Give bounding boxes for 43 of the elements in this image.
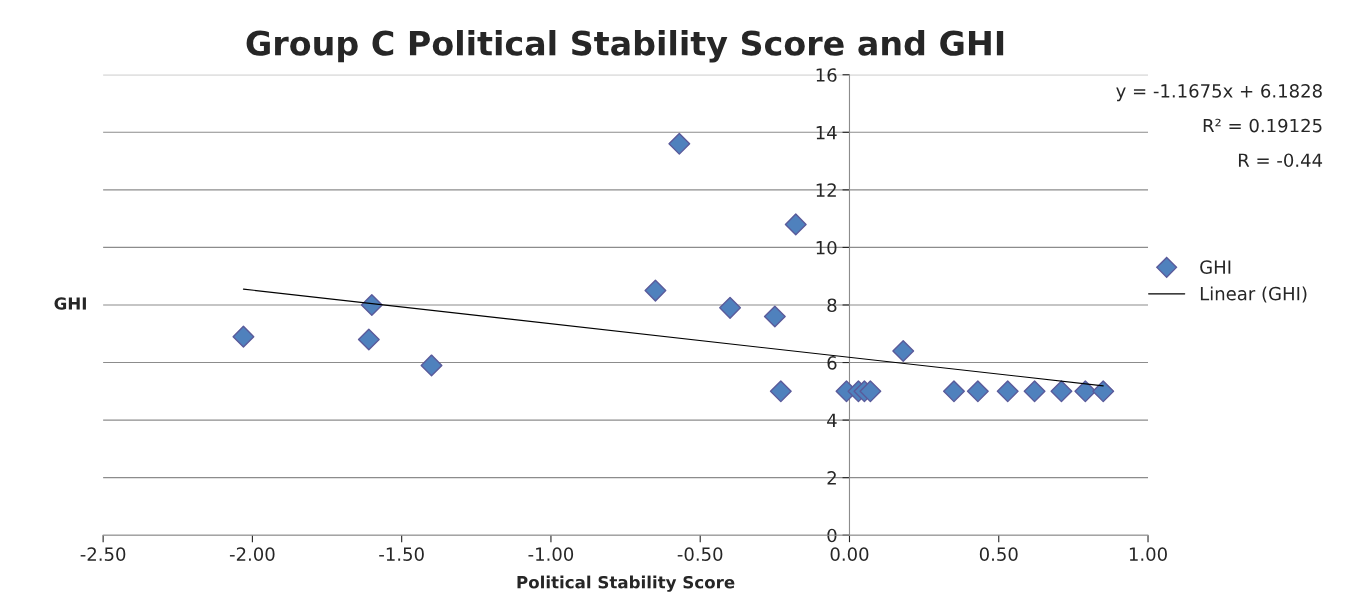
annotation: y = -1.1675x + 6.1828 xyxy=(1116,84,1322,102)
y-tick-label: 8 xyxy=(827,298,837,313)
point xyxy=(668,132,691,155)
y-tick-label: 4 xyxy=(827,413,837,427)
legend-label: GHI xyxy=(1200,260,1231,274)
x-tick-label: 0.00 xyxy=(830,547,869,561)
x-tick-label: -2.00 xyxy=(229,547,275,561)
y-tick-label: 0 xyxy=(827,528,837,543)
point xyxy=(784,213,807,236)
point xyxy=(892,340,915,363)
point xyxy=(769,380,792,403)
point xyxy=(859,380,882,403)
point xyxy=(1074,380,1097,403)
y-tick-label: 12 xyxy=(816,183,836,197)
point xyxy=(996,380,1019,403)
x-axis-title: Political Stability Score xyxy=(517,575,735,592)
chart-title: Group C Political Stability Score and GHI xyxy=(246,29,1004,63)
text: R = -0.44 xyxy=(1238,153,1323,168)
point xyxy=(644,279,667,302)
point xyxy=(763,305,786,328)
point xyxy=(420,354,443,377)
point xyxy=(942,380,965,403)
y-tick-label: 2 xyxy=(827,471,836,485)
x-tick-label: 1.00 xyxy=(1129,547,1167,561)
point xyxy=(1023,380,1046,403)
x-tick-label: -1.00 xyxy=(528,547,574,561)
y-tick-label: 16 xyxy=(816,68,837,82)
text: R² = 0.19125 xyxy=(1203,118,1322,133)
point xyxy=(232,325,255,348)
point xyxy=(966,380,989,403)
x-tick-label: 0.50 xyxy=(979,547,1018,561)
point xyxy=(719,296,742,319)
x-tick-label: -0.50 xyxy=(677,547,723,561)
point xyxy=(1092,380,1115,403)
x-tick-label: -1.50 xyxy=(379,547,424,561)
y-tick-label: 14 xyxy=(816,126,837,140)
point xyxy=(1050,380,1073,403)
x-tick-label: -2.50 xyxy=(80,547,126,561)
point xyxy=(357,328,380,351)
legend-label: Linear (GHI) xyxy=(1200,286,1307,303)
y-tick-label: 10 xyxy=(816,240,837,255)
y-tick-label: 6 xyxy=(827,356,837,370)
y-axis-title: GHI xyxy=(54,297,86,310)
